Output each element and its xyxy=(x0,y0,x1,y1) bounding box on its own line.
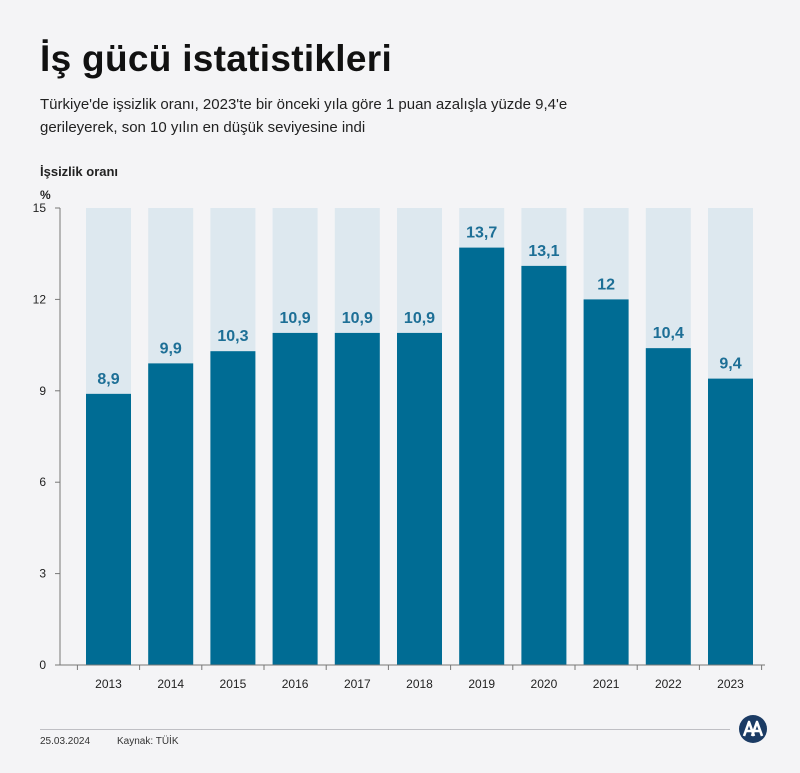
page-subtitle: Türkiye'de işsizlik oranı, 2023'te bir ö… xyxy=(40,96,568,136)
y-axis-title: İşsizlik oranı xyxy=(40,164,119,179)
page-title: İş gücü istatistikleri xyxy=(40,38,393,79)
y-tick-label: 0 xyxy=(39,658,46,672)
data-label: 9,9 xyxy=(160,340,182,357)
bar xyxy=(334,332,380,665)
y-tick-label: 15 xyxy=(33,201,47,215)
footer-divider xyxy=(40,729,730,730)
x-tick-label: 2023 xyxy=(717,677,744,691)
y-axis-unit: % xyxy=(40,188,51,202)
aa-logo-icon xyxy=(739,715,767,743)
x-tick-label: 2017 xyxy=(344,677,371,691)
bar xyxy=(645,348,691,665)
data-label: 10,4 xyxy=(653,325,684,342)
bar xyxy=(148,363,194,665)
footer-source: Kaynak: TÜİK xyxy=(117,736,179,747)
bar xyxy=(521,265,567,665)
data-label: 13,7 xyxy=(466,225,497,242)
x-tick-label: 2014 xyxy=(157,677,184,691)
footer-date: 25.03.2024 xyxy=(40,736,91,747)
y-tick-label: 12 xyxy=(33,292,47,306)
data-label: 13,1 xyxy=(528,243,559,260)
data-label: 10,3 xyxy=(217,328,248,345)
data-label: 12 xyxy=(597,276,615,293)
bar-chart: 8,9 2013 9,9 2014 10,3 2015 10,9 2016 10,9 2017 10… xyxy=(33,201,765,691)
x-tick-label: 2018 xyxy=(406,677,433,691)
data-label: 9,4 xyxy=(719,356,741,373)
x-tick-label: 2022 xyxy=(655,677,682,691)
bar xyxy=(272,332,318,665)
bar xyxy=(86,393,131,665)
x-tick-label: 2016 xyxy=(282,677,309,691)
bar xyxy=(708,378,753,665)
data-label: 8,9 xyxy=(97,371,119,388)
x-tick-label: 2019 xyxy=(468,677,495,691)
data-label: 10,9 xyxy=(404,310,435,327)
y-tick-label: 6 xyxy=(39,475,46,489)
data-label: 10,9 xyxy=(280,310,311,327)
bar xyxy=(210,351,256,665)
y-tick-label: 3 xyxy=(39,567,46,581)
x-tick-label: 2015 xyxy=(220,677,247,691)
bar xyxy=(583,299,629,665)
bar xyxy=(397,332,442,665)
data-label: 10,9 xyxy=(342,310,373,327)
x-tick-label: 2013 xyxy=(95,677,122,691)
y-tick-label: 9 xyxy=(39,384,46,398)
x-tick-label: 2020 xyxy=(531,677,558,691)
bar xyxy=(459,247,505,665)
x-tick-label: 2021 xyxy=(593,677,620,691)
